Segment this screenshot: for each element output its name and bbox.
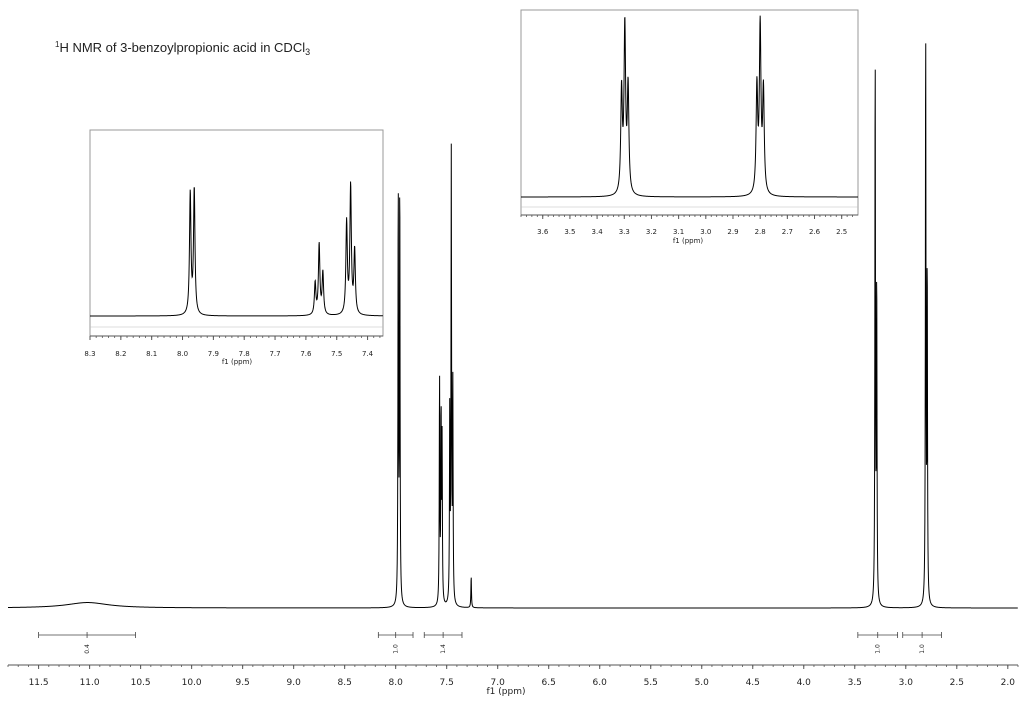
main-tick-label: 3.0 xyxy=(899,678,914,688)
main-tick-label: 2.5 xyxy=(950,678,964,688)
inset-aliphatic-tick-label: 3.4 xyxy=(592,228,604,236)
inset-aromatic-x-axis-label: f1 (ppm) xyxy=(222,358,253,366)
inset-aromatic-tick-label: 7.9 xyxy=(208,350,219,358)
main-tick-label: 2.0 xyxy=(1001,678,1016,688)
main-tick-label: 10.5 xyxy=(131,678,151,688)
chart-title: 1H NMR of 3-benzoylpropionic acid in CDC… xyxy=(55,40,310,57)
inset-aliphatic-tick-label: 2.8 xyxy=(755,228,766,236)
inset-aliphatic-frame xyxy=(520,9,859,216)
main-tick-label: 4.0 xyxy=(797,678,812,688)
main-tick-label: 6.5 xyxy=(542,678,556,688)
inset-aliphatic: 3.6 3.5 3.4 3.3 3.2 3.1 3.0 2.9 2.8 2.7 2.6 2.5 f1 … xyxy=(520,9,859,245)
inset-aromatic-frame xyxy=(89,129,384,337)
inset-aliphatic-tick-label: 2.6 xyxy=(809,228,821,236)
main-x-axis-label: f1 (ppm) xyxy=(487,687,526,697)
inset-aromatic: 8.3 8.2 8.1 8.0 7.9 7.8 7.7 7.6 7.5 7.4 f1 (ppm) xyxy=(84,129,384,366)
inset-aromatic-tick-label: 7.8 xyxy=(239,350,250,358)
main-tick-label: 10.0 xyxy=(182,678,202,688)
main-tick-label: 11.5 xyxy=(29,678,49,688)
inset-aliphatic-x-axis-label: f1 (ppm) xyxy=(673,237,704,245)
main-spectrum: 11.5 11.0 10.5 10.0 9.5 9.0 8.5 8.0 7.5 7.0 6.5 6.0… xyxy=(7,43,1019,697)
main-tick-label: 6.0 xyxy=(593,678,608,688)
inset-aliphatic-tick-label: 3.0 xyxy=(700,228,711,236)
inset-aromatic-tick-label: 7.5 xyxy=(331,350,342,358)
integral-value-label: 1.0 xyxy=(919,644,926,654)
inset-aliphatic-tick-label: 3.2 xyxy=(646,228,657,236)
main-tick-label: 9.5 xyxy=(235,678,249,688)
inset-aromatic-tick-label: 7.6 xyxy=(300,350,312,358)
inset-aliphatic-tick-label: 3.5 xyxy=(564,228,575,236)
main-tick-label: 3.5 xyxy=(848,678,862,688)
integral-value-label: 1.0 xyxy=(875,644,882,654)
main-x-ticks: 11.5 11.0 10.5 10.0 9.5 9.0 8.5 8.0 7.5 7.0 6.5 6.0… xyxy=(7,665,1019,688)
inset-aromatic-tick-label: 8.3 xyxy=(84,350,95,358)
inset-aliphatic-tick-label: 3.6 xyxy=(537,228,549,236)
main-tick-label: 8.5 xyxy=(338,678,352,688)
integral-value-label: 0.4 xyxy=(84,644,91,654)
inset-aliphatic-tick-label: 2.5 xyxy=(836,228,847,236)
main-tick-label: 5.0 xyxy=(695,678,710,688)
inset-aromatic-trace xyxy=(90,181,383,317)
inset-aromatic-tick-label: 8.0 xyxy=(177,350,188,358)
inset-aromatic-tick-label: 7.4 xyxy=(362,350,374,358)
inset-aromatic-tick-label: 8.2 xyxy=(115,350,126,358)
main-integrals: 0.4 1.0 1.4 1.0 1.0 xyxy=(38,632,942,654)
inset-aliphatic-tick-label: 2.7 xyxy=(782,228,793,236)
main-tick-label: 8.0 xyxy=(389,678,404,688)
inset-aliphatic-trace xyxy=(521,15,858,198)
title-superscript: 1 xyxy=(55,40,60,49)
integral-value-label: 1.0 xyxy=(393,644,400,654)
inset-aromatic-tick-label: 7.7 xyxy=(269,350,280,358)
main-tick-label: 11.0 xyxy=(80,678,100,688)
title-main: H NMR of 3-benzoylpropionic acid in CDCl xyxy=(59,40,305,55)
inset-aliphatic-x-ticks: 3.6 3.5 3.4 3.3 3.2 3.1 3.0 2.9 2.8 2.7 2.6 2.5 xyxy=(520,215,853,236)
main-spectrum-trace xyxy=(8,43,1018,609)
title-subscript: 3 xyxy=(305,47,310,57)
inset-aliphatic-tick-label: 2.9 xyxy=(727,228,738,236)
inset-aromatic-tick-label: 8.1 xyxy=(146,350,157,358)
main-tick-label: 7.5 xyxy=(440,678,454,688)
main-tick-label: 9.0 xyxy=(286,678,301,688)
main-tick-label: 4.5 xyxy=(746,678,760,688)
main-tick-label: 5.5 xyxy=(644,678,658,688)
main-tick-label: 7.0 xyxy=(491,678,506,688)
inset-aromatic-x-ticks: 8.3 8.2 8.1 8.0 7.9 7.8 7.7 7.6 7.5 7.4 xyxy=(84,336,381,358)
integral-value-label: 1.4 xyxy=(440,644,447,654)
inset-aliphatic-tick-label: 3.1 xyxy=(673,228,684,236)
inset-aliphatic-tick-label: 3.3 xyxy=(619,228,630,236)
